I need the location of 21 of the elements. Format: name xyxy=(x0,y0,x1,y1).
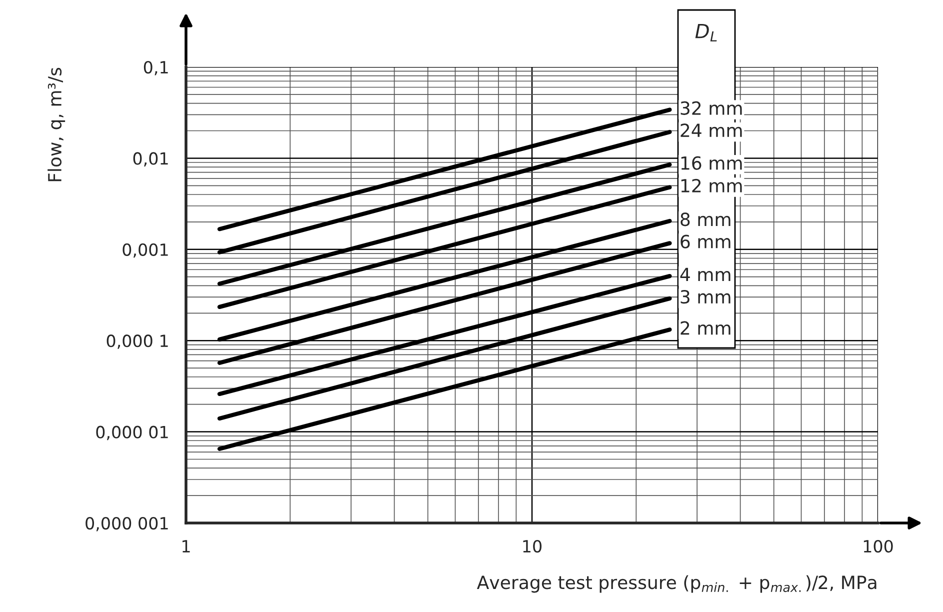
x-tick-label: 10 xyxy=(523,540,542,553)
y-tick-label: 0,000 001 xyxy=(86,516,168,532)
series-label: 6 mm xyxy=(680,234,730,248)
series-label: 12 mm xyxy=(681,178,742,192)
series-label: 2 mm xyxy=(680,321,730,335)
x-tick-label: 100 xyxy=(864,540,893,553)
legend-title: D$_{L}$ xyxy=(695,24,717,42)
y-axis-title: Flow, q, m³/s xyxy=(48,68,66,182)
series-label: 4 mm xyxy=(680,268,730,282)
y-tick-label: 0,01 xyxy=(133,152,168,166)
series-label: 32 mm xyxy=(680,101,742,115)
series-label: 24 mm xyxy=(680,124,742,137)
y-tick-label: 0,001 xyxy=(122,243,168,258)
x-tick-label: 1 xyxy=(182,540,190,552)
series-label: 3 mm xyxy=(680,290,730,304)
y-tick-label: 0,000 01 xyxy=(96,426,168,440)
y-tick-label: 0,1 xyxy=(144,60,168,76)
x-axis-title: Average test pressure (p$_{min.}$ + p$_{max.}$)/2, MPa xyxy=(476,575,876,593)
series-label: 8 mm xyxy=(680,212,730,226)
series-label: 16 mm xyxy=(681,156,742,170)
y-tick-label: 0,000 1 xyxy=(106,334,168,349)
